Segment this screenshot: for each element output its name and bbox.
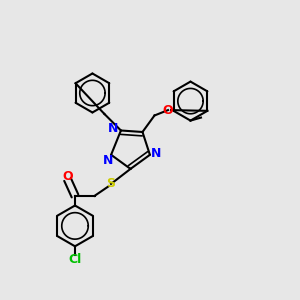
Text: N: N bbox=[103, 154, 113, 167]
Text: O: O bbox=[163, 103, 173, 117]
Text: N: N bbox=[151, 147, 162, 161]
Text: O: O bbox=[62, 170, 73, 183]
Text: Cl: Cl bbox=[68, 253, 82, 266]
Text: N: N bbox=[108, 122, 118, 136]
Text: S: S bbox=[106, 177, 116, 190]
